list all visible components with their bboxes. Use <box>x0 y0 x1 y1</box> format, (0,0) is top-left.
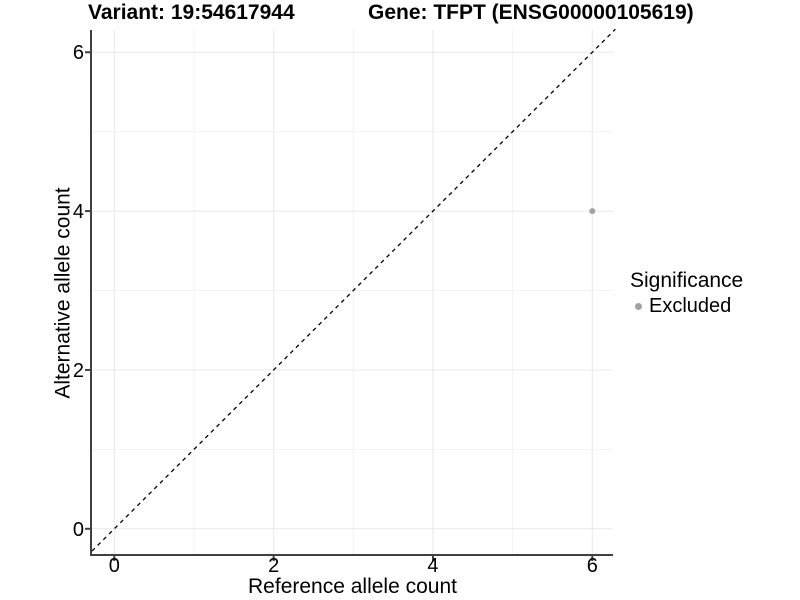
identity-line <box>91 28 616 552</box>
x-tick-label: 0 <box>109 555 120 577</box>
legend: Significance Excluded <box>628 268 743 318</box>
data-point <box>589 208 596 215</box>
x-axis-title: Reference allele count <box>248 575 457 598</box>
legend-entry-label: Excluded <box>649 295 732 317</box>
x-tick-label: 4 <box>427 555 438 577</box>
legend-entry: Excluded <box>628 294 743 318</box>
plot-title-variant: Variant: 19:54617944 <box>88 1 295 24</box>
plot-title-gene: Gene: TFPT (ENSG00000105619) <box>368 1 694 24</box>
y-tick-label: 0 <box>73 519 84 541</box>
legend-title: Significance <box>630 269 744 292</box>
legend-key-dot-icon <box>635 302 642 310</box>
x-tick-label: 2 <box>268 555 279 577</box>
y-tick-label: 6 <box>73 42 84 64</box>
y-tick-label: 2 <box>73 360 84 382</box>
x-tick-label: 6 <box>587 555 598 577</box>
y-tick-label: 4 <box>73 201 84 223</box>
legend-entries: Excluded <box>628 294 743 318</box>
y-axis-title: Alternative allele count <box>51 187 75 399</box>
